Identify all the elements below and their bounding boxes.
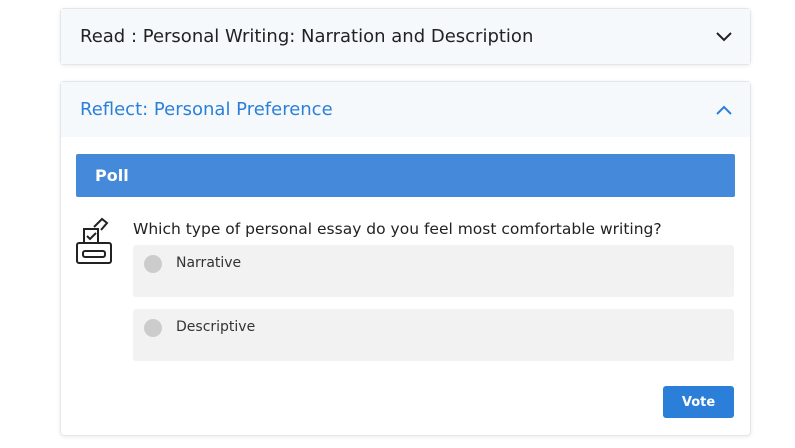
- accordion-read: Read : Personal Writing: Narration and D…: [60, 8, 751, 65]
- accordion-reflect: Reflect: Personal Preference Poll Which …: [60, 81, 751, 436]
- chevron-down-icon: [716, 31, 732, 41]
- radio-button[interactable]: [144, 319, 162, 337]
- option-label: Narrative: [176, 255, 242, 271]
- option-label: Descriptive: [176, 319, 256, 335]
- vote-button[interactable]: Vote: [663, 386, 734, 418]
- accordion-header-read[interactable]: Read : Personal Writing: Narration and D…: [61, 9, 750, 64]
- chevron-up-icon: [716, 105, 732, 115]
- poll-option-descriptive[interactable]: Descriptive: [133, 309, 734, 361]
- poll-option-narrative[interactable]: Narrative: [133, 245, 734, 297]
- section-title: Reflect: Personal Preference: [80, 99, 333, 120]
- section-title: Read : Personal Writing: Narration and D…: [80, 26, 534, 47]
- ballot-box-icon: [76, 217, 112, 264]
- poll-question: Which type of personal essay do you feel…: [133, 220, 662, 238]
- radio-button[interactable]: [144, 255, 162, 273]
- accordion-header-reflect[interactable]: Reflect: Personal Preference: [61, 82, 750, 137]
- poll-heading: Poll: [76, 154, 735, 197]
